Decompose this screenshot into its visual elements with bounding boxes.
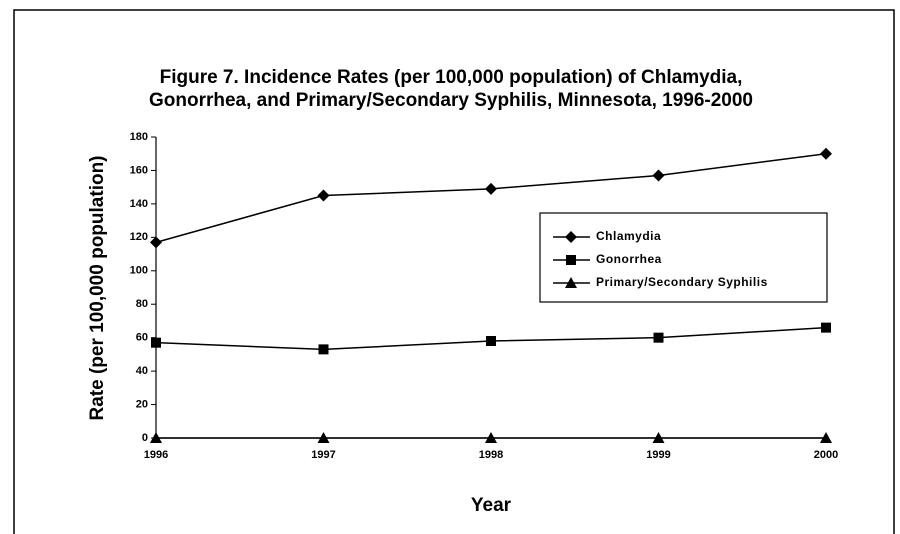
x-tick-label: 1998 — [479, 449, 503, 461]
chart-subtitle: Gonorrhea, and Primary/Secondary Syphili… — [149, 90, 753, 111]
y-tick-label: 140 — [130, 198, 148, 210]
marker — [486, 336, 496, 347]
marker — [150, 236, 162, 249]
y-tick-label: 80 — [136, 298, 148, 310]
marker — [151, 337, 161, 348]
marker — [821, 322, 831, 333]
marker — [566, 255, 576, 265]
legend-label: Primary/Secondary Syphilis — [596, 275, 768, 289]
marker — [652, 432, 665, 443]
x-tick-label: 1997 — [311, 449, 335, 461]
y-tick-label: 0 — [142, 432, 148, 444]
x-tick-label: 2000 — [814, 449, 838, 461]
marker — [820, 432, 832, 443]
legend-box — [539, 212, 828, 303]
y-tick-label: 120 — [130, 231, 148, 243]
x-tick-label: 1999 — [646, 449, 670, 461]
y-tick-label: 40 — [136, 365, 148, 377]
y-tick-label: 60 — [136, 332, 148, 344]
marker — [652, 169, 665, 182]
x-tick-label: 1996 — [144, 449, 168, 461]
marker — [317, 432, 330, 443]
marker — [820, 147, 832, 160]
marker — [150, 432, 162, 443]
marker — [485, 182, 497, 195]
marker — [485, 432, 497, 443]
chart-title: Figure 7. Incidence Rates (per 100,000 p… — [160, 67, 743, 88]
y-tick-label: 160 — [130, 164, 148, 176]
marker — [565, 277, 577, 288]
y-tick-label: 100 — [130, 265, 148, 277]
y-tick-label: 180 — [130, 131, 148, 143]
marker — [318, 344, 329, 355]
legend-label: Chlamydia — [596, 229, 661, 243]
y-tick-label: 20 — [136, 398, 148, 410]
marker — [565, 231, 577, 243]
x-axis-label: Year — [471, 495, 512, 516]
legend-label: Gonorrhea — [596, 252, 662, 266]
y-axis-label: Rate (per 100,000 population) — [87, 155, 108, 420]
marker — [653, 332, 664, 343]
marker — [317, 189, 330, 202]
